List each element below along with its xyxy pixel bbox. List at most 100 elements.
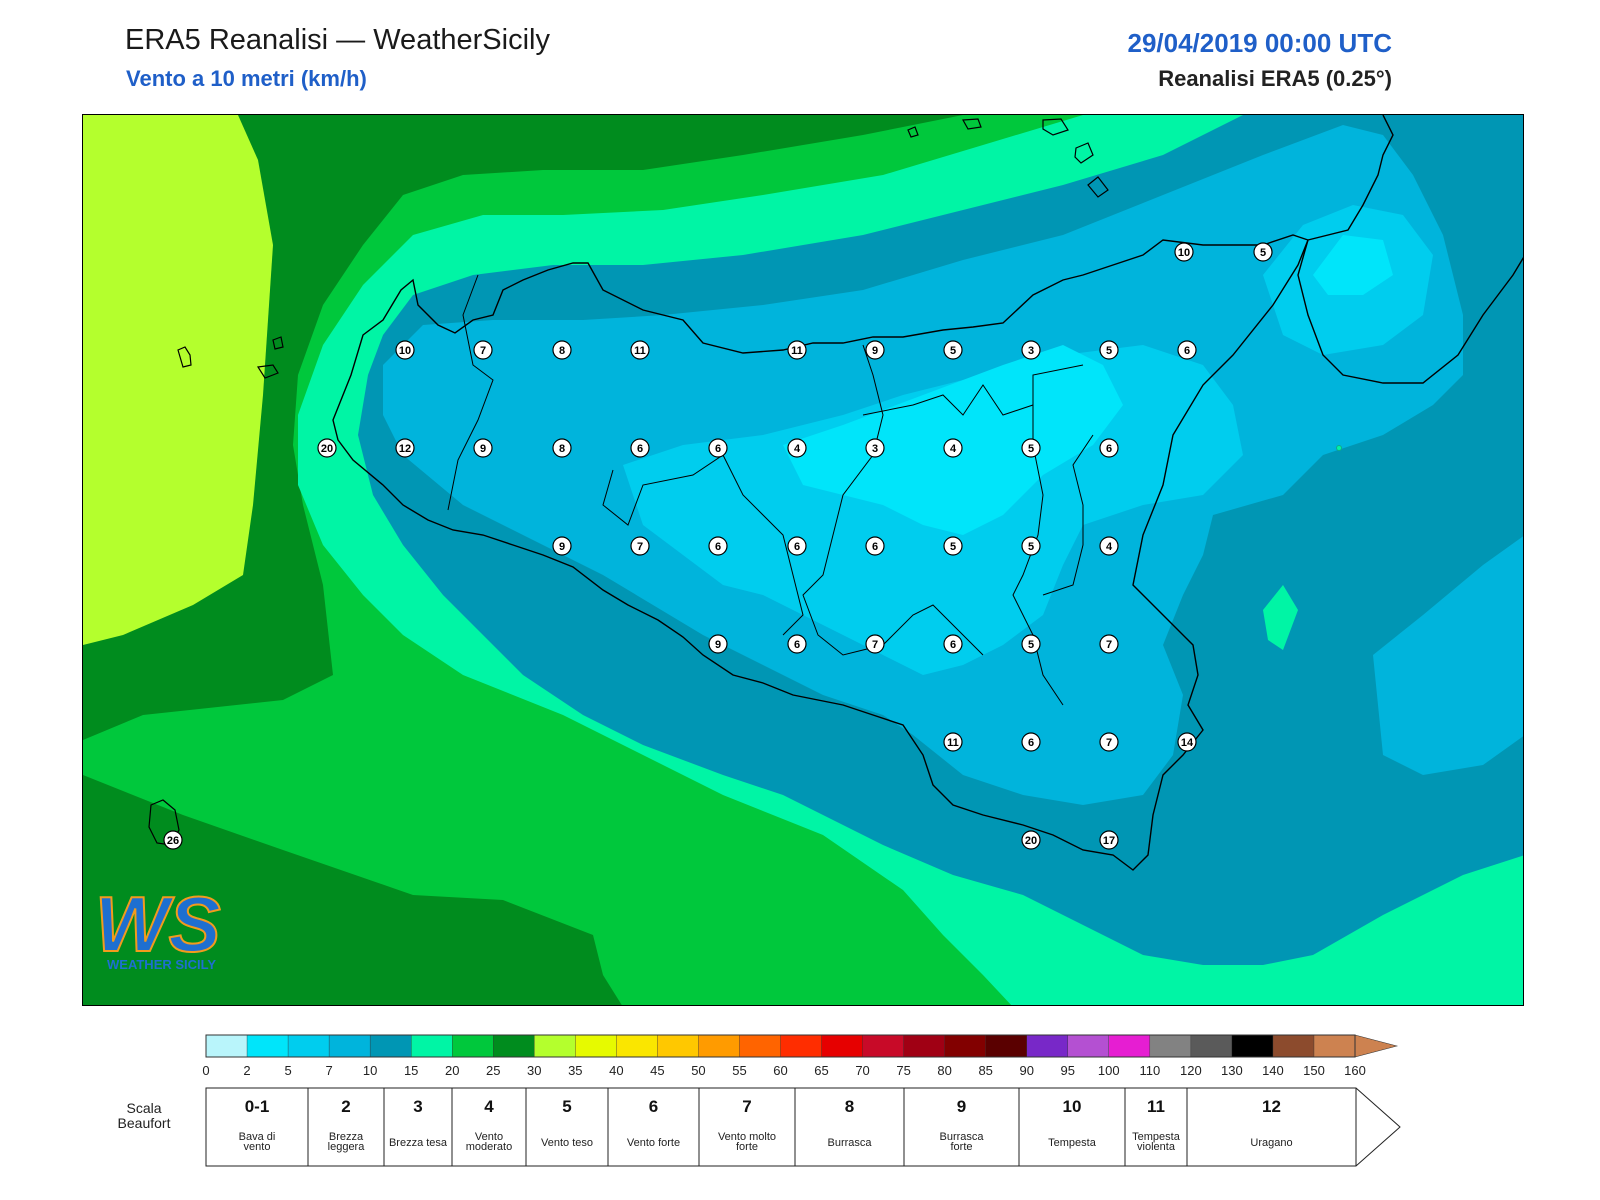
station-marker: 6 — [787, 634, 807, 654]
colorbar-tick-label: 80 — [937, 1063, 951, 1078]
beaufort-force: 12 — [1262, 1097, 1281, 1116]
station-marker: 5 — [1253, 242, 1273, 262]
station-value: 6 — [637, 443, 643, 455]
station-marker: 4 — [787, 438, 807, 458]
station-marker: 3 — [1021, 340, 1041, 360]
beaufort-cell: 8 Burrasca — [794, 1087, 905, 1167]
station-value: 9 — [872, 345, 878, 357]
beaufort-cell: 6 Vento forte — [607, 1087, 700, 1167]
colorbar-tick-label: 120 — [1180, 1063, 1202, 1078]
wind-band-7-10-east — [1373, 536, 1523, 775]
beaufort-description: Burrasca — [827, 1137, 872, 1149]
beaufort-description: vento — [244, 1141, 271, 1153]
station-value: 17 — [1103, 835, 1115, 847]
wind-map: 10 5 10 7 8 11 11 9 5 3 5 6 20 12 9 8 6 6 4 3 4 5 6 9 7 6 6 6 5 5 4 9 6 7… — [82, 114, 1524, 1006]
colorbar-tick-label: 160 — [1344, 1063, 1366, 1078]
station-marker: 7 — [1099, 634, 1119, 654]
station-value: 9 — [715, 639, 721, 651]
station-value: 6 — [1184, 345, 1190, 357]
colorbar-swatch — [698, 1034, 741, 1058]
wind-band-15-20-patch — [1263, 585, 1298, 650]
station-value: 5 — [1260, 247, 1266, 259]
station-marker: 7 — [1099, 732, 1119, 752]
colorbar-tick-label: 150 — [1303, 1063, 1325, 1078]
beaufort-cell: 10 Tempesta — [1018, 1087, 1126, 1167]
beaufort-force: 10 — [1063, 1097, 1082, 1116]
data-source: Reanalisi ERA5 (0.25°) — [1158, 66, 1392, 91]
station-marker: 9 — [473, 438, 493, 458]
colorbar-swatch — [1108, 1034, 1151, 1058]
beaufort-force: 3 — [413, 1097, 422, 1116]
station-value: 7 — [1106, 737, 1112, 749]
colorbar-swatch — [410, 1034, 453, 1058]
station-value: 7 — [480, 345, 486, 357]
station-value: 3 — [1028, 345, 1034, 357]
station-value: 6 — [794, 639, 800, 651]
station-marker: 6 — [1177, 340, 1197, 360]
colorbar-tick-label: 90 — [1019, 1063, 1033, 1078]
station-marker: 6 — [708, 536, 728, 556]
colorbar-tick-label: 55 — [732, 1063, 746, 1078]
station-marker: 17 — [1099, 830, 1119, 850]
station-marker: 11 — [943, 732, 963, 752]
station-marker: 10 — [1174, 242, 1194, 262]
beaufort-force: 11 — [1147, 1097, 1165, 1116]
colorbar-tick-label: 85 — [978, 1063, 992, 1078]
beaufort-cell: 5 Vento teso — [525, 1087, 609, 1167]
colorbar-swatch — [1026, 1034, 1069, 1058]
colorbar-swatch — [739, 1034, 782, 1058]
colorbar-tick-label: 60 — [773, 1063, 787, 1078]
wind-band-30-35-west — [83, 115, 273, 645]
station-value: 4 — [794, 443, 801, 455]
colorbar-swatch — [1190, 1034, 1233, 1058]
colorbar-tick-label: 20 — [445, 1063, 459, 1078]
beaufort-description: Bava di — [239, 1131, 276, 1143]
map-title: ERA5 Reanalisi — WeatherSicily — [125, 24, 550, 56]
station-marker: 6 — [708, 438, 728, 458]
colorbar-swatch — [1149, 1034, 1192, 1058]
station-value: 6 — [794, 541, 800, 553]
station-marker: 20 — [1021, 830, 1041, 850]
beaufort-description: violenta — [1137, 1141, 1176, 1153]
station-marker: 8 — [552, 340, 572, 360]
station-marker: 3 — [865, 438, 885, 458]
station-values-layer: 10 5 10 7 8 11 11 9 5 3 5 6 20 12 9 8 6 6 4 3 4 5 6 9 7 6 6 6 5 5 4 9 6 7… — [163, 242, 1273, 850]
beaufort-force: 0-1 — [245, 1097, 270, 1116]
island-ustica — [177, 346, 192, 368]
station-marker: 9 — [865, 340, 885, 360]
station-value: 5 — [950, 345, 956, 357]
colorbar-swatch — [616, 1034, 659, 1058]
beaufort-description: forte — [736, 1141, 758, 1153]
colorbar-tick-label: 75 — [896, 1063, 910, 1078]
colorbar-tick-label: 100 — [1098, 1063, 1120, 1078]
colorbar-tick-label: 35 — [568, 1063, 582, 1078]
station-value: 9 — [480, 443, 486, 455]
beaufort-force: 2 — [341, 1097, 350, 1116]
colorbar-swatch — [1313, 1034, 1356, 1058]
station-value: 20 — [1025, 835, 1037, 847]
aeolian-islands — [907, 118, 1109, 198]
station-value: 6 — [1106, 443, 1112, 455]
weathersicily-logo: WS WEATHER SICILY — [94, 879, 222, 972]
colorbar-swatch — [1067, 1034, 1110, 1058]
beaufort-description: Burrasca — [939, 1131, 984, 1143]
colorbar-swatch — [328, 1034, 371, 1058]
station-value: 4 — [1106, 541, 1113, 553]
station-marker: 4 — [943, 438, 963, 458]
station-value: 11 — [791, 345, 803, 357]
colorbar-extend-arrow — [1354, 1034, 1399, 1058]
colorbar-swatch — [205, 1034, 248, 1058]
station-value: 7 — [1106, 639, 1112, 651]
station-value: 26 — [167, 835, 179, 847]
beaufort-force: 5 — [562, 1097, 571, 1116]
station-marker: 20 — [317, 438, 337, 458]
station-value: 6 — [872, 541, 878, 553]
logo-text: WEATHER SICILY — [107, 957, 216, 972]
colorbar-tick-label: 110 — [1139, 1063, 1160, 1078]
colorbar-swatch — [575, 1034, 618, 1058]
beaufort-title: Scala — [126, 1100, 161, 1116]
beaufort-description: Tempesta — [1132, 1131, 1181, 1143]
beaufort-description: Uragano — [1250, 1137, 1292, 1149]
station-value: 6 — [715, 443, 721, 455]
